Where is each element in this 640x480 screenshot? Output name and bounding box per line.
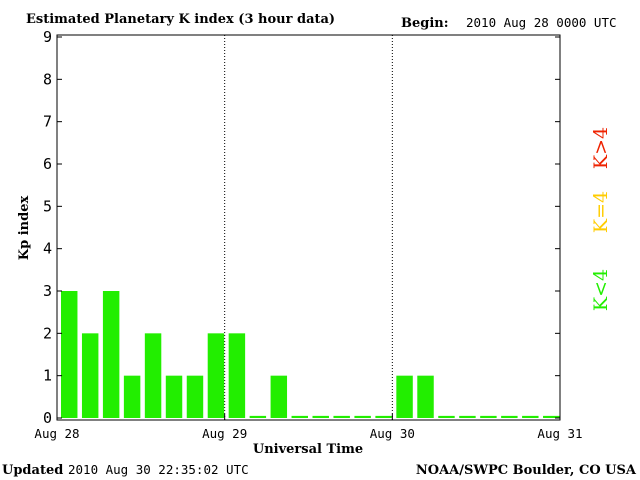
plot-area — [56, 34, 561, 421]
x-axis-ticks: Aug 28 Aug 29 Aug 30 Aug 31 — [34, 414, 583, 441]
kp-bar — [522, 415, 539, 418]
kp-bar — [459, 415, 476, 418]
begin-label: Begin: — [401, 16, 449, 31]
kp-bar — [417, 375, 434, 418]
x-axis-label: Universal Time — [253, 442, 363, 457]
kp-bar — [123, 375, 141, 418]
y-tick-label: 0 — [43, 409, 52, 427]
y-tick-label: 8 — [43, 70, 52, 88]
chart-title: Estimated Planetary K index (3 hour data… — [26, 12, 335, 27]
y-axis-label: Kp index — [17, 196, 32, 261]
kp-bar — [102, 291, 120, 418]
legend: K<4 K=4 K>4 — [590, 127, 612, 311]
y-tick-label: 4 — [43, 240, 52, 258]
kp-bar — [396, 375, 413, 418]
kp-bar — [480, 415, 497, 418]
grid-layer — [224, 35, 393, 420]
kp-bar — [291, 415, 308, 418]
kp-bar — [354, 415, 371, 418]
kp-bar — [207, 333, 225, 418]
y-tick-label: 6 — [43, 155, 52, 173]
kp-bar — [438, 415, 455, 418]
y-axis-ticks: 0 1 2 3 4 5 6 7 8 9 — [43, 28, 560, 427]
kp-bar — [228, 333, 246, 418]
legend-item: K=4 — [590, 191, 612, 233]
kp-bar — [375, 415, 392, 418]
kp-bar — [61, 291, 78, 418]
updated-label: Updated — [2, 463, 63, 478]
kp-bar — [312, 415, 329, 418]
x-tick-label: Aug 29 — [202, 426, 247, 441]
kp-bar — [165, 375, 183, 418]
bars-layer — [61, 291, 560, 418]
legend-item: K<4 — [590, 269, 612, 311]
x-tick-label: Aug 28 — [34, 426, 79, 441]
kp-bar — [270, 375, 288, 418]
y-tick-label: 9 — [43, 28, 52, 46]
y-tick-label: 1 — [43, 367, 52, 385]
updated-value: 2010 Aug 30 22:35:02 UTC — [68, 462, 249, 477]
kp-bar — [186, 375, 204, 418]
kp-bar — [333, 415, 350, 418]
y-tick-label: 3 — [43, 282, 52, 300]
kp-bar — [144, 333, 162, 418]
kp-bar — [249, 415, 267, 418]
legend-item: K>4 — [590, 127, 612, 169]
source-credit: NOAA/SWPC Boulder, CO USA — [416, 463, 637, 478]
kp-bar — [543, 415, 560, 418]
x-tick-label: Aug 31 — [537, 426, 582, 441]
x-tick-label: Aug 30 — [370, 426, 415, 441]
kp-bar — [81, 333, 99, 418]
y-tick-label: 2 — [43, 324, 52, 342]
y-tick-label: 7 — [43, 113, 52, 131]
begin-value: 2010 Aug 28 0000 UTC — [466, 15, 617, 30]
y-tick-label: 5 — [43, 197, 52, 215]
kp-bar — [501, 415, 518, 418]
